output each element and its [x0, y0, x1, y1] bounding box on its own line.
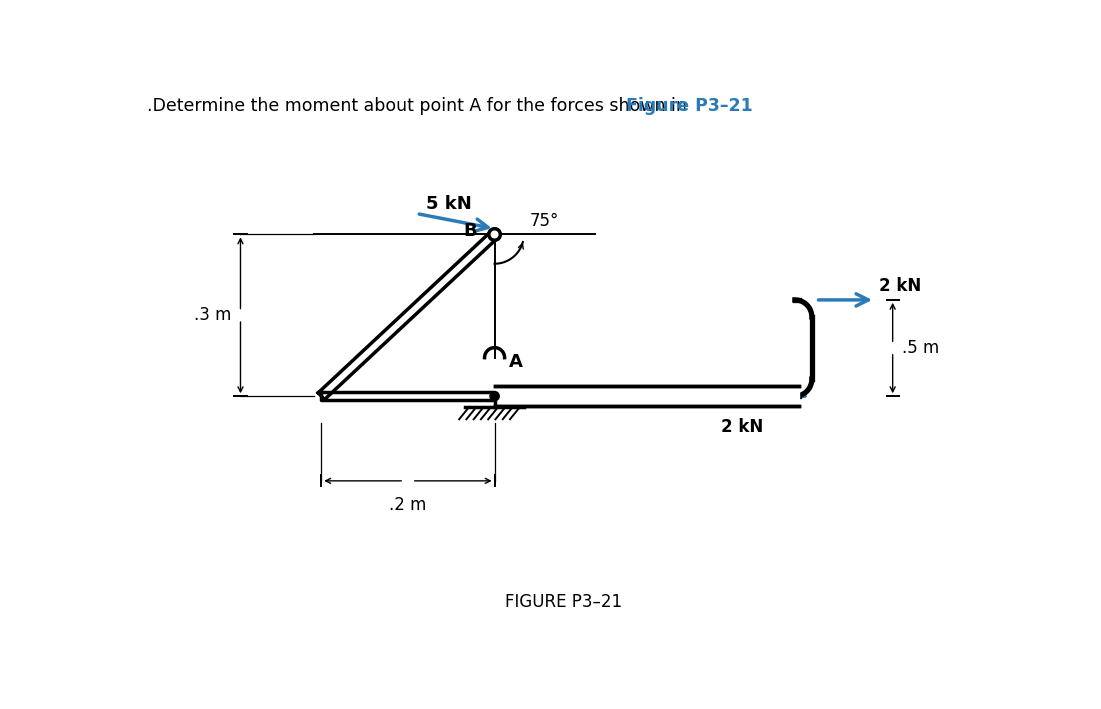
Text: 75°: 75° — [530, 211, 559, 230]
Text: FIGURE P3–21: FIGURE P3–21 — [505, 593, 622, 610]
Circle shape — [490, 391, 499, 401]
Text: .2 m: .2 m — [390, 496, 427, 514]
Text: .Determine the moment about point A for the forces shown in: .Determine the moment about point A for … — [146, 97, 691, 115]
Text: B: B — [464, 222, 477, 240]
Polygon shape — [494, 386, 799, 406]
Polygon shape — [494, 386, 798, 406]
Polygon shape — [321, 392, 494, 400]
Polygon shape — [798, 301, 816, 396]
Text: .5 m: .5 m — [902, 339, 939, 357]
Text: A: A — [509, 352, 522, 371]
Text: Figure P3–21: Figure P3–21 — [626, 97, 753, 115]
Polygon shape — [318, 231, 498, 400]
Text: 5 kN: 5 kN — [426, 195, 471, 213]
Circle shape — [489, 229, 500, 240]
Text: 2 kN: 2 kN — [721, 418, 764, 436]
Text: .3 m: .3 m — [194, 306, 231, 324]
Text: 2 kN: 2 kN — [879, 277, 922, 295]
